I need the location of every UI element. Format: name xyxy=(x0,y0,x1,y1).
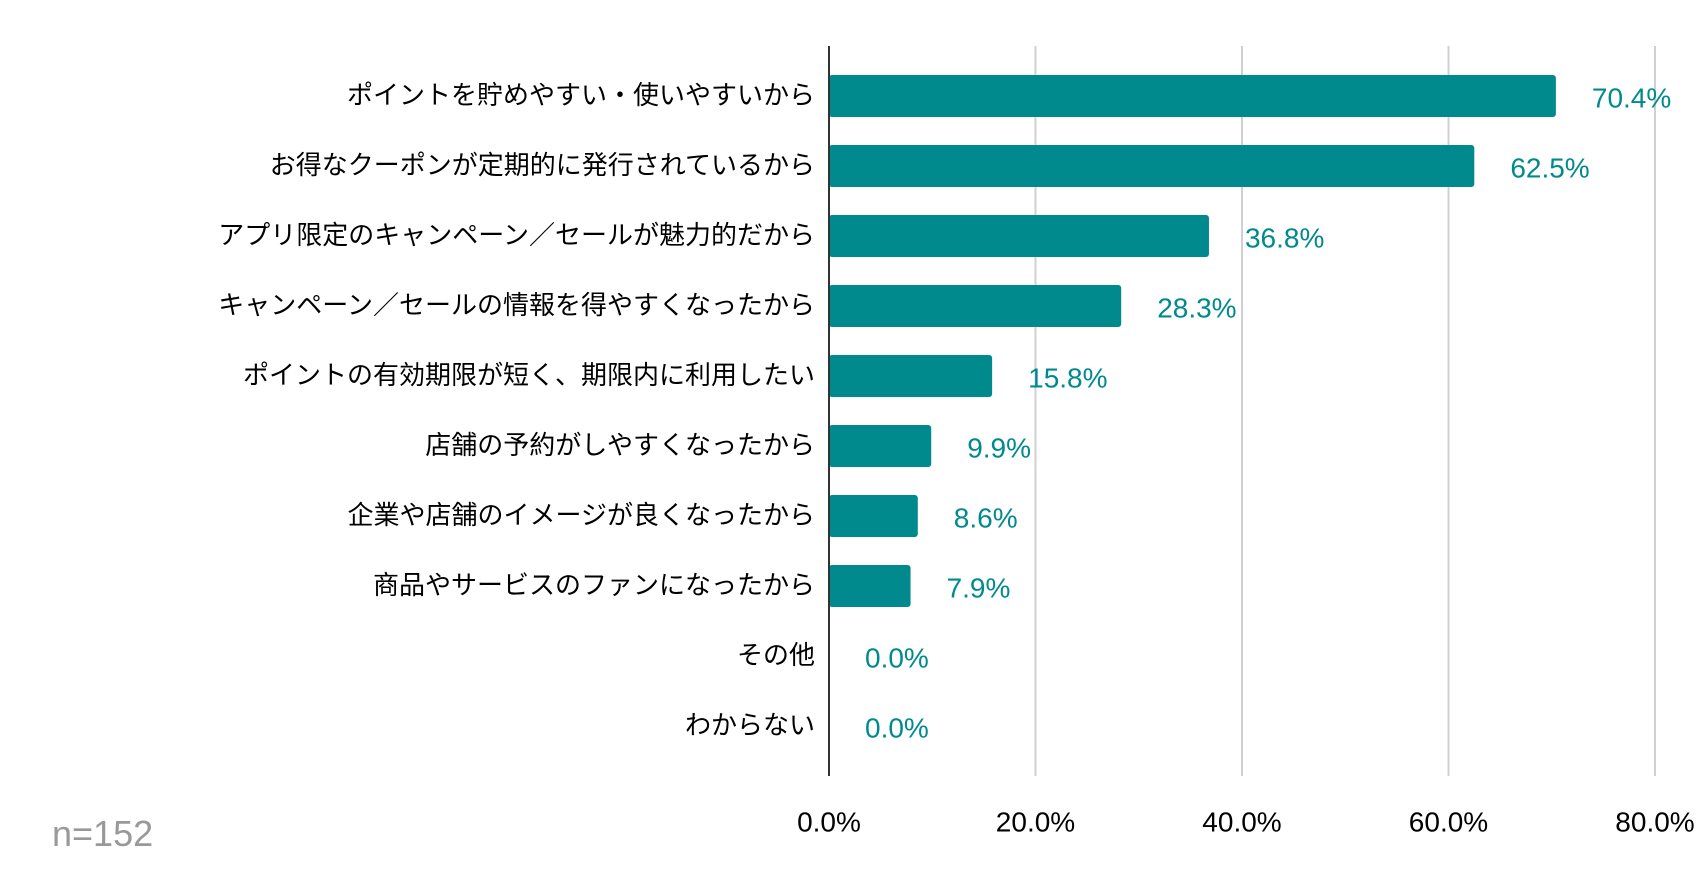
value-label: 9.9% xyxy=(967,433,1031,464)
bar xyxy=(829,425,932,467)
category-label: キャンペーン／セールの情報を得やすくなったから xyxy=(218,291,815,321)
sample-size-note: n=152 xyxy=(52,813,154,854)
bar xyxy=(829,495,918,537)
x-tick-label: 80.0% xyxy=(1615,807,1694,838)
value-labels: 70.4% 62.5% 36.8% 28.3% 15.8% 9.9% 8.6% 7.9% 0.0… xyxy=(865,83,1671,744)
bar xyxy=(829,355,993,397)
value-label: 7.9% xyxy=(947,573,1011,604)
category-label: その他 xyxy=(737,641,815,671)
x-tick-label: 60.0% xyxy=(1409,807,1488,838)
value-label: 36.8% xyxy=(1245,223,1324,254)
category-label: ポイントを貯めやすい・使いやすいから xyxy=(347,81,815,111)
value-label: 28.3% xyxy=(1157,293,1236,324)
category-label: ポイントの有効期限が短く、期限内に利用したい xyxy=(243,361,815,391)
bar xyxy=(829,75,1556,117)
category-label: わからない xyxy=(685,711,815,741)
category-label: アプリ限定のキャンペーン／セールが魅力的だから xyxy=(218,221,815,251)
x-tick-label: 40.0% xyxy=(1202,807,1281,838)
value-label: 62.5% xyxy=(1510,153,1589,184)
bar xyxy=(829,285,1122,327)
x-tick-label: 20.0% xyxy=(996,807,1075,838)
bar xyxy=(829,215,1209,257)
bar xyxy=(829,565,911,607)
value-label: 15.8% xyxy=(1028,363,1107,394)
value-label: 0.0% xyxy=(865,643,929,674)
category-label: 店舗の予約がしやすくなったから xyxy=(425,431,815,461)
value-label: 0.0% xyxy=(865,713,929,744)
category-label: 商品やサービスのファンになったから xyxy=(373,571,815,601)
category-labels: ポイントを貯めやすい・使いやすいからお得なクーポンが定期的に発行されているからア… xyxy=(218,81,815,741)
bars xyxy=(829,75,1556,607)
x-tick-label: 0.0% xyxy=(797,807,861,838)
value-label: 8.6% xyxy=(954,503,1018,534)
x-axis-tick-labels: 0.0% 20.0% 40.0% 60.0% 80.0% xyxy=(797,807,1695,838)
category-label: 企業や店舗のイメージが良くなったから xyxy=(348,501,815,531)
bar xyxy=(829,145,1475,187)
category-label: お得なクーポンが定期的に発行されているから xyxy=(270,151,815,181)
value-label: 70.4% xyxy=(1592,83,1671,114)
